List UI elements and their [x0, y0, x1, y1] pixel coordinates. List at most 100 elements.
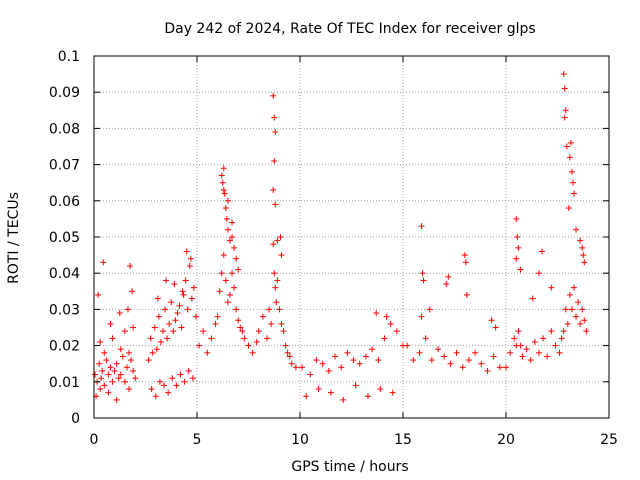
data-point	[562, 306, 569, 313]
data-point	[105, 389, 112, 396]
data-point	[270, 241, 277, 248]
data-point	[581, 259, 588, 266]
data-point	[271, 114, 278, 121]
data-point	[488, 317, 495, 324]
data-point	[126, 386, 133, 393]
data-point	[241, 335, 248, 342]
data-point	[270, 186, 277, 193]
data-point	[435, 346, 442, 353]
data-point	[208, 335, 215, 342]
data-point	[577, 237, 584, 244]
x-tick-label: 5	[193, 432, 202, 448]
data-point	[220, 186, 227, 193]
data-point	[128, 357, 135, 364]
data-point	[96, 360, 103, 367]
data-point	[170, 328, 177, 335]
y-tick-label: 0.03	[49, 302, 80, 318]
data-point	[204, 349, 211, 356]
data-point	[515, 328, 522, 335]
data-point	[224, 299, 231, 306]
data-point	[115, 375, 122, 382]
data-point	[235, 317, 242, 324]
data-point	[255, 328, 262, 335]
data-point	[188, 295, 195, 302]
data-point	[426, 306, 433, 313]
data-point	[284, 349, 291, 356]
chart-title: Day 242 of 2024, Rate Of TEC Index for r…	[164, 21, 535, 37]
data-point	[177, 371, 184, 378]
data-point	[350, 357, 357, 364]
data-point	[418, 223, 425, 230]
data-point	[168, 299, 175, 306]
data-point	[100, 259, 107, 266]
data-point	[253, 338, 260, 345]
data-point	[153, 346, 160, 353]
data-point	[239, 328, 246, 335]
data-point	[419, 270, 426, 277]
data-point	[92, 371, 99, 378]
data-point	[182, 277, 189, 284]
data-point	[116, 310, 123, 317]
data-point	[229, 234, 236, 240]
data-point	[264, 335, 271, 342]
data-point	[375, 357, 382, 364]
data-point	[278, 320, 285, 327]
data-point	[190, 284, 197, 291]
data-point	[327, 389, 334, 396]
data-point	[443, 281, 450, 288]
data-point	[231, 244, 238, 251]
data-point	[113, 360, 120, 367]
data-point	[362, 353, 369, 360]
data-point	[472, 349, 479, 356]
data-point	[276, 306, 283, 313]
data-point	[573, 313, 580, 320]
data-point	[98, 375, 105, 382]
y-tick-label: 0.08	[49, 121, 80, 137]
data-point	[127, 262, 134, 269]
data-point	[564, 320, 571, 327]
data-point	[404, 342, 411, 349]
data-point	[338, 364, 345, 371]
data-point	[161, 382, 168, 389]
data-point	[573, 226, 580, 233]
data-point	[389, 389, 396, 396]
data-point	[111, 367, 118, 374]
data-point	[130, 324, 137, 331]
data-point	[101, 349, 108, 356]
data-point	[107, 364, 114, 371]
data-point	[539, 248, 546, 255]
data-point	[307, 371, 314, 378]
data-point	[529, 295, 536, 302]
data-point	[164, 335, 171, 342]
data-point	[95, 291, 102, 298]
data-point	[157, 338, 164, 345]
data-point	[579, 306, 586, 313]
data-point	[561, 114, 568, 121]
x-tick-label: 20	[497, 432, 515, 448]
data-point	[171, 281, 178, 288]
data-point	[561, 85, 568, 92]
data-point	[356, 360, 363, 367]
y-tick-label: 0	[71, 411, 80, 427]
data-point	[172, 317, 179, 324]
data-point	[113, 396, 120, 403]
data-point	[229, 219, 236, 226]
data-point	[222, 277, 229, 284]
data-point	[567, 139, 574, 146]
data-point	[186, 262, 193, 269]
data-point	[117, 371, 124, 378]
y-tick-label: 0.1	[58, 49, 80, 65]
data-point	[220, 165, 227, 172]
data-point	[562, 107, 569, 114]
data-point	[566, 154, 573, 161]
data-point	[119, 353, 126, 360]
grid-lines	[94, 56, 609, 418]
data-point	[223, 215, 230, 222]
data-point	[216, 288, 223, 295]
data-point	[531, 338, 538, 345]
data-point	[187, 255, 194, 262]
data-point	[233, 306, 240, 313]
data-point	[292, 364, 299, 371]
data-point	[280, 328, 287, 335]
data-point	[176, 302, 183, 309]
